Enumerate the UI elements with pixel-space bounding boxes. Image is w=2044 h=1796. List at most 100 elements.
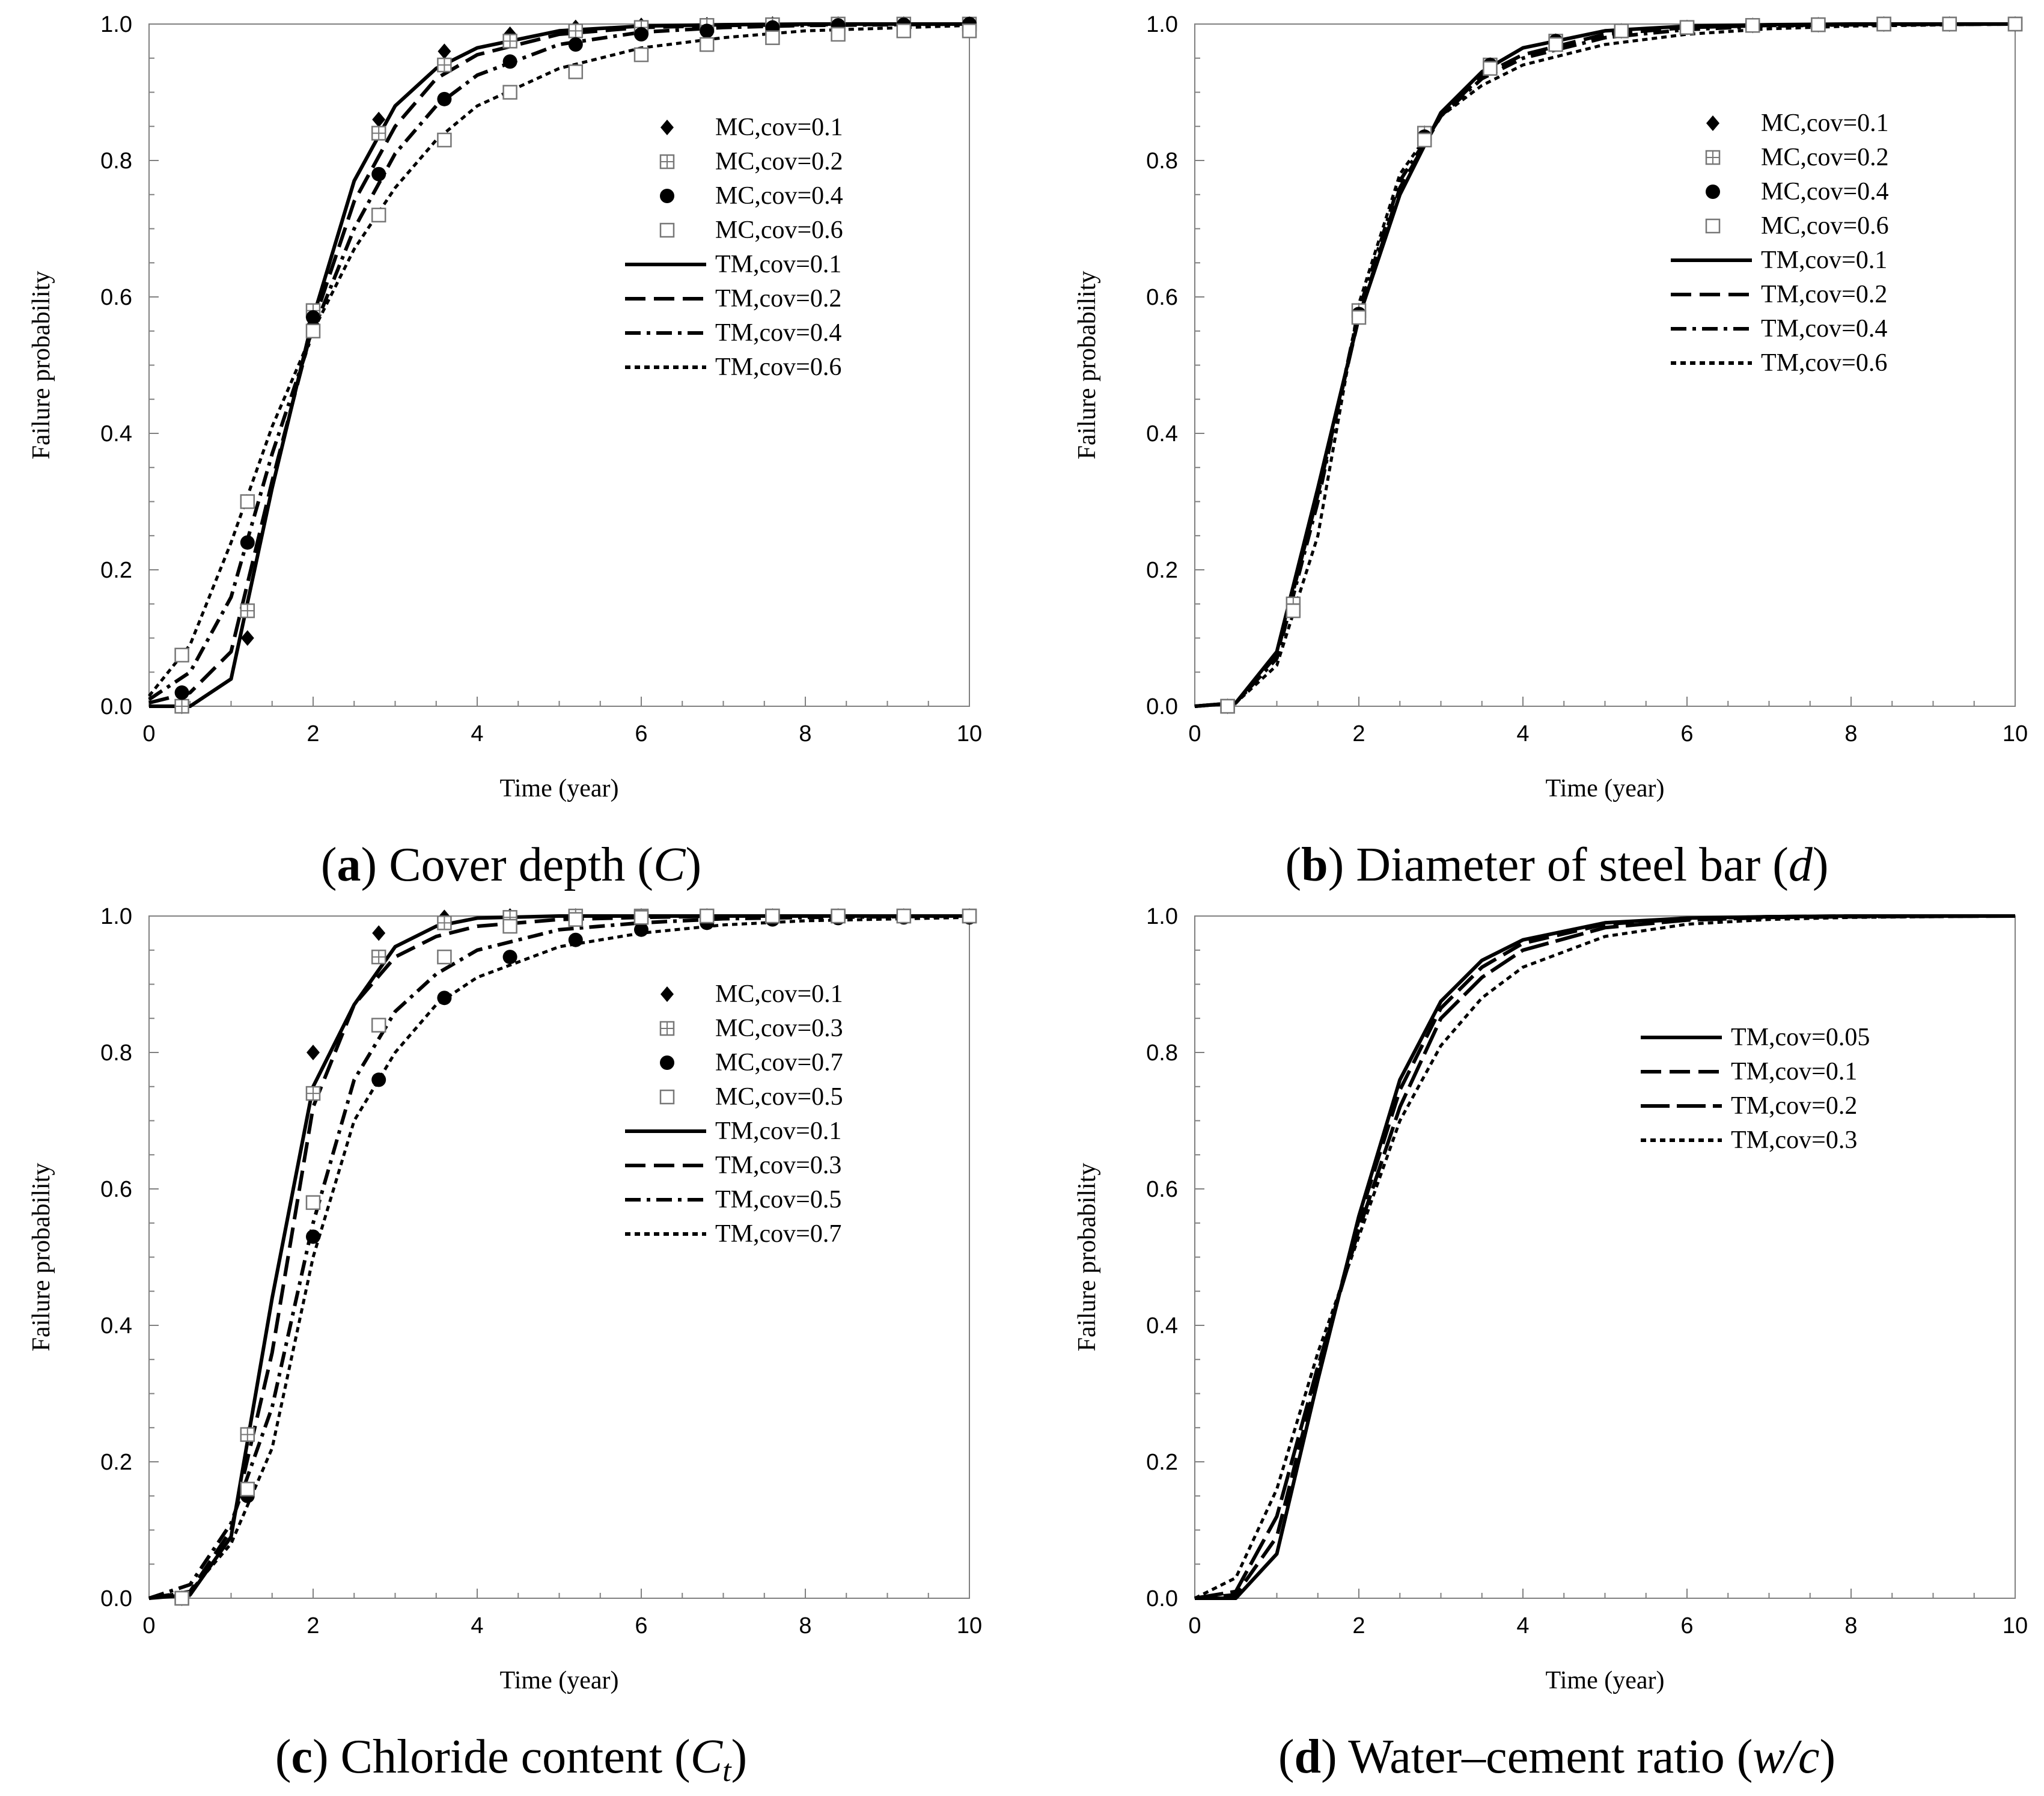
x-tick-label: 4 (1516, 721, 1529, 747)
data-point (765, 30, 780, 45)
data-point (174, 698, 189, 714)
series-line-tm-cov-0-1 (1194, 22, 2015, 708)
panel-caption: (d) Water–cement ratio (w/c) (1278, 1730, 1835, 1783)
y-tick-label: 0.8 (100, 1040, 132, 1066)
data-point (240, 1482, 255, 1497)
series-points-mc-cov-0-1 (1221, 16, 2022, 714)
legend-label: MC,cov=0.4 (715, 182, 843, 210)
series-line-tm-cov-0-4 (148, 22, 970, 701)
legend-label: TM,cov=0.1 (1731, 1058, 1857, 1086)
legend-label: TM,cov=0.2 (1761, 281, 1887, 308)
legend-item: TM,cov=0.3 (1641, 1126, 1857, 1154)
y-tick-label: 1.0 (1146, 904, 1178, 929)
legend-label: TM,cov=0.1 (1761, 246, 1887, 274)
data-point (634, 922, 648, 937)
x-tick-label: 2 (307, 1613, 319, 1639)
y-tick-label: 0.8 (100, 148, 132, 174)
data-point (568, 37, 583, 52)
x-tick-label: 10 (957, 721, 982, 747)
legend-item: TM,cov=0.7 (625, 1220, 841, 1248)
data-point (765, 908, 780, 924)
data-point (1811, 17, 1826, 32)
legend-label: MC,cov=0.7 (715, 1049, 843, 1077)
legend-item: MC,cov=0.1 (660, 114, 843, 141)
legend-label: TM,cov=0.2 (1731, 1092, 1857, 1120)
x-tick-label: 8 (1844, 1613, 1857, 1639)
data-point (634, 27, 648, 42)
series-line-tm-cov-0-3 (1194, 914, 2016, 1600)
legend-item: TM,cov=0.05 (1641, 1024, 1870, 1051)
legend-item: MC,cov=0.7 (660, 1049, 843, 1077)
data-point (371, 126, 386, 141)
x-tick-label: 10 (957, 1613, 982, 1639)
series-line-tm-cov-0-2 (148, 22, 970, 705)
x-axis: 0 2 4 6 8 10 (142, 1589, 982, 1639)
legend-label: TM,cov=0.05 (1731, 1024, 1870, 1051)
x-tick-label: 6 (635, 721, 647, 747)
legend-symbol (660, 189, 674, 203)
x-tick-label: 0 (1188, 721, 1201, 747)
panel-caption: (a) Cover depth (C) (321, 838, 701, 891)
data-point (831, 26, 846, 42)
legend-item: MC,cov=0.5 (659, 1083, 843, 1111)
x-tick-label: 4 (471, 1613, 483, 1639)
y-tick-label: 0.2 (100, 558, 132, 583)
legend-label: TM,cov=0.4 (715, 319, 841, 347)
x-tick-label: 2 (1352, 1613, 1365, 1639)
legend-item: TM,cov=0.2 (1671, 281, 1887, 308)
panel-d: 0 2 4 6 8 10 0.0 0.2 0.4 0.6 0.8 1.0 Time (year) Fail… (1073, 904, 2028, 1783)
x-axis: 0 2 4 6 8 10 (142, 697, 982, 747)
series-points-mc-cov-0-2 (174, 16, 977, 714)
legend-item: TM,cov=0.1 (1671, 246, 1887, 274)
legend-label: TM,cov=0.5 (715, 1186, 841, 1214)
panel-a: 0 2 4 6 8 10 0.0 0.2 0.4 0.6 0.8 1.0 Time (year) Fail… (28, 12, 982, 891)
y-axis-title: Failure probability (1073, 271, 1101, 460)
legend-item: MC,cov=0.6 (659, 216, 843, 244)
legend-item: TM,cov=0.1 (625, 1117, 841, 1145)
legend-item: TM,cov=0.6 (1671, 349, 1887, 377)
x-axis: 0 2 4 6 8 10 (1188, 1589, 2028, 1639)
data-point (372, 111, 386, 127)
y-tick-label: 0.4 (100, 421, 132, 447)
data-point (371, 166, 386, 182)
panel-caption: (b) Diameter of steel bar (d) (1285, 838, 1828, 891)
series-points-mc-cov-0-3 (174, 908, 977, 1606)
data-point (371, 1072, 386, 1087)
data-point (1942, 16, 1957, 32)
x-tick-label: 8 (1844, 721, 1857, 747)
legend-label: MC,cov=0.6 (1761, 212, 1889, 240)
legend-symbol (659, 222, 675, 238)
series-points-mc-cov-0-4 (1220, 17, 2022, 713)
x-axis-title: Time (year) (500, 775, 619, 802)
y-tick-label: 0.0 (1146, 694, 1178, 719)
y-axis: 0.0 0.2 0.4 0.6 0.8 1.0 (1146, 12, 1204, 719)
data-point (437, 915, 452, 930)
legend-label: TM,cov=0.7 (715, 1220, 841, 1248)
legend-item: TM,cov=0.2 (1641, 1092, 1857, 1120)
data-point (1614, 23, 1629, 38)
data-point (502, 54, 517, 69)
series-line-tm-cov-0-1 (148, 914, 969, 1600)
legend-symbol (659, 1021, 675, 1036)
legend-label: MC,cov=0.1 (1761, 109, 1889, 137)
legend-symbol (1706, 115, 1719, 131)
series-line-tm-cov-0-5 (148, 914, 970, 1600)
plot-frame (1194, 915, 2016, 1599)
legend-label: TM,cov=0.1 (715, 1117, 841, 1145)
series-points-mc-cov-0-5 (174, 908, 977, 1606)
data-point (962, 908, 977, 924)
legend-item: TM,cov=0.4 (625, 319, 841, 347)
x-tick-label: 10 (2003, 721, 2028, 747)
legend-item: TM,cov=0.3 (625, 1152, 841, 1179)
plot-frame (148, 915, 970, 1599)
legend-label: TM,cov=0.4 (1761, 315, 1887, 343)
legend-item: TM,cov=0.1 (625, 251, 841, 278)
y-tick-label: 0.2 (1146, 558, 1178, 583)
data-point (371, 949, 386, 965)
series-line-tm-cov-0-6 (148, 23, 970, 697)
data-point (2007, 16, 2023, 32)
panel-b: 0 2 4 6 8 10 0.0 0.2 0.4 0.6 0.8 1.0 Time (year) Fail… (1073, 12, 2028, 891)
x-tick-label: 4 (1516, 1613, 1529, 1639)
legend-symbol (660, 1055, 674, 1070)
x-tick-label: 8 (799, 721, 811, 747)
